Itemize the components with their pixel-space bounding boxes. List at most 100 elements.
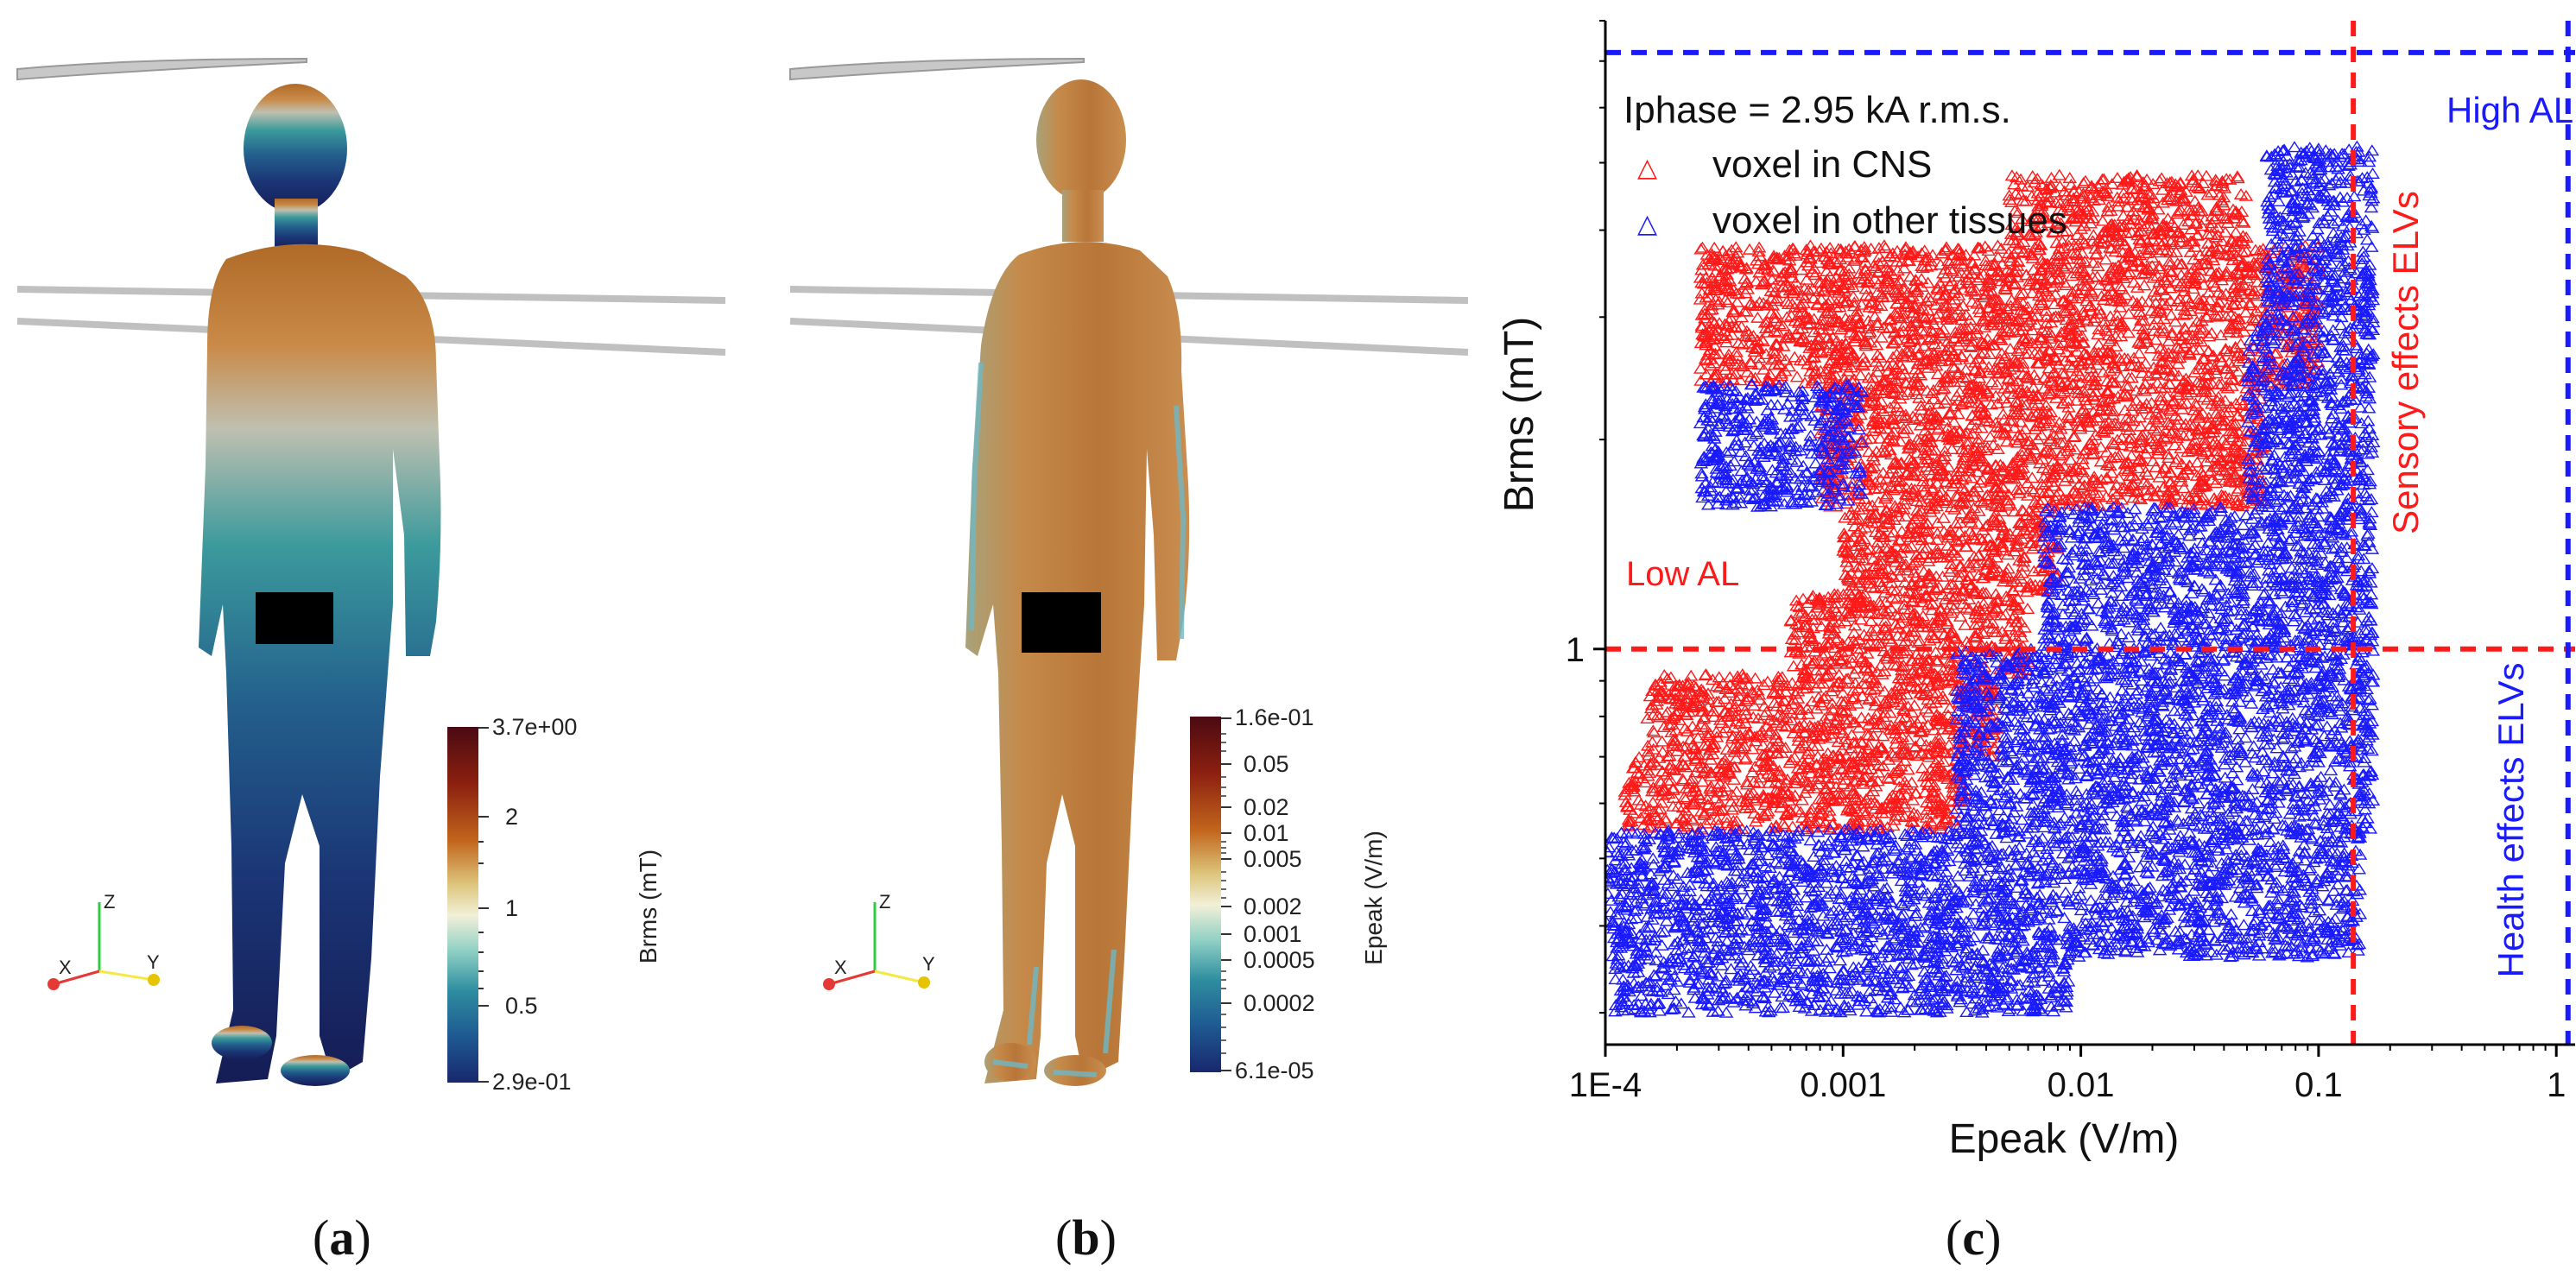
cns-voxel-point — [1851, 767, 1865, 780]
cns-voxel-point — [1869, 708, 1884, 720]
cns-voxel-point — [1827, 601, 1842, 613]
cns-voxel-point — [1884, 796, 1900, 808]
cns-voxel-point — [1814, 698, 1830, 711]
cns-voxel-point — [1842, 712, 1858, 724]
cns-voxel-point — [2168, 315, 2183, 327]
cns-voxel-point — [1768, 731, 1783, 743]
cns-voxel-point — [1750, 712, 1766, 724]
cns-voxel-point — [1877, 607, 1892, 619]
cns-voxel-point — [1652, 785, 1667, 797]
colorbar-b-title: Epeak (V/m) — [1360, 831, 1387, 965]
cns-voxel-point — [1666, 733, 1681, 745]
cns-voxel-point — [1751, 776, 1767, 788]
cns-voxel-point — [1643, 756, 1658, 768]
cns-voxel-point — [1740, 778, 1755, 790]
cns-voxel-point — [1833, 791, 1848, 803]
cns-voxel-point — [1832, 675, 1847, 687]
cns-voxel-point — [1831, 736, 1846, 748]
cns-voxel-point — [1881, 693, 1896, 705]
cns-voxel-point — [1819, 782, 1834, 794]
cns-voxel-point — [1645, 785, 1660, 797]
cns-voxel-point — [1659, 767, 1674, 780]
cns-voxel-point — [1876, 760, 1890, 772]
cns-voxel-point — [1769, 821, 1783, 833]
cns-voxel-point — [1675, 757, 1691, 769]
cns-voxel-point — [1715, 726, 1731, 738]
cns-voxel-point — [1780, 679, 1794, 692]
cns-voxel-point — [1699, 762, 1714, 774]
cns-voxel-point — [1759, 705, 1775, 717]
panel-b-figure: Z X Y 1.6e-01 0.05 0.02 0.01 0.005 0.0 — [789, 57, 1469, 1086]
cns-voxel-point — [2132, 411, 2147, 423]
cns-voxel-point — [1822, 804, 1837, 816]
low-field-highlights — [969, 362, 1187, 1077]
cns-voxel-point — [1922, 799, 1937, 812]
cns-voxel-point — [1810, 750, 1826, 762]
cns-voxel-point — [1940, 773, 1955, 785]
cns-voxel-point — [1857, 629, 1871, 641]
cns-voxel-point — [1908, 786, 1923, 799]
cns-voxel-point — [1734, 794, 1749, 806]
cns-voxel-point — [1809, 759, 1825, 771]
censor-box — [1022, 592, 1101, 653]
cns-voxel-point — [1883, 799, 1899, 812]
cns-voxel-point — [1891, 672, 1907, 684]
cns-voxel-point — [1876, 717, 1890, 730]
cns-voxel-point — [1747, 730, 1763, 742]
cns-voxel-point — [1657, 812, 1673, 824]
cns-voxel-point — [1867, 629, 1882, 641]
cns-voxel-point — [1944, 676, 1959, 688]
cns-voxel-point — [1682, 777, 1697, 789]
cns-voxel-point — [1746, 686, 1761, 698]
cns-voxel-point — [1848, 677, 1863, 689]
cns-voxel-point — [1858, 678, 1874, 690]
cns-voxel-point — [1660, 672, 1675, 684]
cns-voxel-point — [1661, 787, 1676, 799]
cns-voxel-point — [1726, 761, 1742, 773]
cns-voxel-point — [1877, 614, 1893, 626]
cns-voxel-point — [1928, 710, 1944, 722]
cns-voxel-point — [1941, 722, 1956, 734]
cns-voxel-point — [1878, 620, 1894, 632]
cns-voxel-point — [1709, 725, 1724, 737]
cns-voxel-point — [1695, 775, 1710, 787]
cns-voxel-point — [1717, 770, 1732, 782]
cns-voxel-point — [1655, 735, 1669, 747]
cns-voxel-point — [1801, 707, 1816, 719]
cns-voxel-point — [1779, 720, 1794, 732]
cns-voxel-point — [1784, 714, 1800, 726]
cns-voxel-point — [1784, 707, 1800, 719]
cns-voxel-point — [1825, 818, 1840, 831]
cns-voxel-point — [1971, 600, 1986, 612]
cns-voxel-point — [1645, 724, 1661, 736]
cns-voxel-point — [1699, 729, 1714, 741]
cns-voxel-point — [1771, 735, 1787, 747]
cns-voxel-point — [1756, 679, 1771, 691]
cns-voxel-point — [1943, 794, 1958, 806]
cns-voxel-point — [1988, 587, 2003, 599]
cns-voxel-point — [1845, 817, 1860, 829]
cns-voxel-point — [1802, 672, 1818, 684]
colorbar-a — [447, 727, 478, 1083]
cns-voxel-point — [1739, 672, 1755, 684]
cns-voxel-point — [1737, 753, 1753, 765]
cns-voxel-point — [1786, 660, 1801, 672]
cns-voxel-point — [1916, 770, 1932, 782]
cns-voxel-point — [1706, 704, 1721, 717]
cns-voxel-point — [1898, 782, 1913, 794]
cns-voxel-point — [1772, 764, 1787, 776]
cns-voxel-point — [1826, 627, 1841, 639]
cns-voxel-point — [1945, 624, 1959, 636]
cns-voxel-point — [1926, 785, 1940, 797]
cns-voxel-point — [1826, 749, 1841, 761]
cns-voxel-point — [1812, 723, 1827, 735]
conductor-top — [789, 57, 1085, 81]
cns-voxel-point — [1651, 751, 1667, 763]
cns-voxel-point — [1752, 693, 1767, 705]
cns-voxel-point — [1805, 591, 1820, 603]
cns-voxel-point — [1853, 750, 1868, 762]
cns-voxel-point — [1835, 778, 1851, 790]
cns-voxel-point — [1722, 767, 1737, 779]
cns-voxel-point — [1752, 729, 1768, 741]
cns-voxel-point — [1805, 695, 1820, 707]
